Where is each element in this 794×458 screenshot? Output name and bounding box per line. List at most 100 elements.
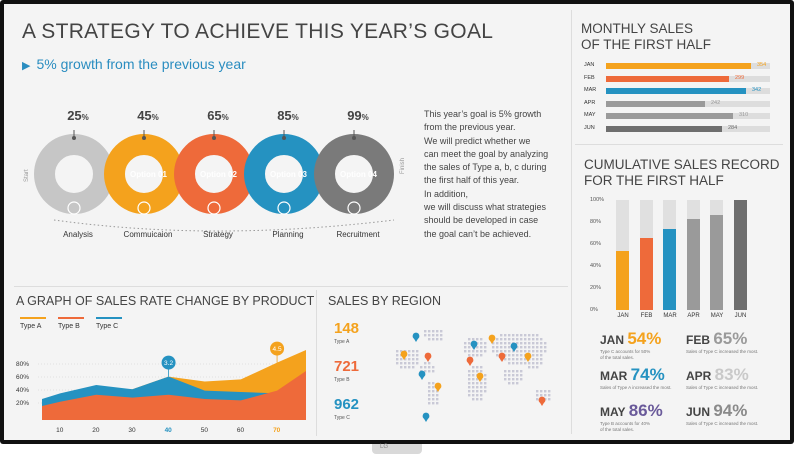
stat-note: Sales of Type C increased the most.	[686, 349, 759, 354]
map-dot	[532, 338, 535, 341]
cumulative-bar-fill	[733, 200, 747, 310]
bar-value: 342	[752, 87, 762, 93]
map-dot	[476, 350, 479, 353]
stage-option: Option 04	[340, 170, 377, 179]
map-dot	[428, 362, 431, 365]
map-dot	[432, 402, 435, 405]
map-dot	[428, 330, 431, 333]
desc-line: We will predict whether we	[424, 135, 531, 146]
map-dot	[412, 362, 415, 365]
map-dot	[484, 374, 487, 377]
desc-line: from the previous year.	[424, 122, 516, 133]
stage-ring	[314, 130, 394, 215]
bar-track	[606, 100, 770, 107]
map-dot	[416, 362, 419, 365]
stage-percent-unit: %	[151, 113, 159, 122]
stat-percent: 74%	[630, 365, 665, 384]
map-dot	[544, 346, 547, 349]
map-dot	[520, 370, 523, 373]
map-dot	[424, 366, 427, 369]
map-dot	[512, 334, 515, 337]
map-dot	[480, 370, 483, 373]
bar-track	[606, 125, 770, 132]
map-dot	[468, 390, 471, 393]
bar-track	[606, 63, 770, 69]
stage-label: Planning	[272, 230, 304, 239]
map-dot	[512, 354, 515, 357]
stage-ring	[104, 130, 184, 215]
map-dot	[464, 342, 467, 345]
monthly-sales-title-1: MONTHLY SALES	[581, 21, 694, 36]
map-dot	[476, 346, 479, 349]
map-dot	[516, 374, 519, 377]
desc-line: the first half of this year.	[424, 175, 520, 186]
map-dot	[528, 362, 531, 365]
y-tick: 80%	[16, 361, 29, 368]
monthly-bar-row: APR 242	[584, 100, 774, 108]
stage-percent-unit: %	[221, 113, 229, 122]
map-dot	[476, 386, 479, 389]
map-dot	[408, 366, 411, 369]
map-dot	[520, 334, 523, 337]
desc-line: should be developed in case	[424, 215, 539, 226]
region-title: SALES BY REGION	[328, 294, 442, 308]
y-tick: 100%	[590, 197, 605, 203]
cumulative-bar-fill	[616, 251, 629, 310]
map-dot	[468, 374, 471, 377]
stage-option: Option 02	[200, 170, 237, 179]
map-dot	[516, 354, 519, 357]
y-tick: 60%	[16, 374, 29, 381]
map-dot	[476, 370, 479, 373]
map-dot	[508, 342, 511, 345]
map-dot	[428, 394, 431, 397]
stat-percent: 54%	[627, 329, 662, 348]
map-dot	[504, 342, 507, 345]
stat-note: Type B accounts for 40%	[600, 421, 651, 426]
map-dot	[472, 354, 475, 357]
map-dot	[520, 374, 523, 377]
month-stat: MAY 86% Type B accounts for 40% of the tot…	[600, 401, 684, 433]
map-dot	[532, 350, 535, 353]
map-dot	[528, 334, 531, 337]
map-dot	[544, 394, 547, 397]
map-dot	[476, 382, 479, 385]
map-dot	[512, 382, 515, 385]
map-dot	[508, 354, 511, 357]
desc-line: This year’s goal is 5% growth	[424, 109, 542, 119]
bar-fill	[606, 88, 746, 94]
map-dot	[508, 370, 511, 373]
stage-percent-value: 99	[347, 108, 362, 123]
stat-line: JAN 54%	[600, 329, 684, 349]
map-dot	[464, 346, 467, 349]
stage-percent: 85%	[268, 108, 308, 123]
map-dot	[432, 330, 435, 333]
stat-month: FEB	[686, 333, 714, 347]
map-dot	[508, 346, 511, 349]
rate-chart: 80% 60% 40% 20% 10 20 30 40 50 60 70 3.2 4.5	[16, 341, 306, 434]
stage-percent: 99%	[338, 108, 378, 123]
map-dot	[484, 386, 487, 389]
x-tick: 60	[237, 427, 245, 434]
rate-chart-title: A GRAPH OF SALES RATE CHANGE BY PRODUCT	[16, 294, 315, 308]
map-dot	[540, 354, 543, 357]
map-dot	[512, 370, 515, 373]
month-label: MAY	[710, 313, 724, 319]
y-tick: 20%	[590, 285, 602, 291]
map-dot	[472, 386, 475, 389]
callout-marker: 3.2	[161, 355, 176, 377]
map-dot	[472, 394, 475, 397]
monthly-sales-title-2: OF THE FIRST HALF	[581, 37, 712, 52]
stage-percent: 45%	[128, 108, 168, 123]
map-dot	[408, 358, 411, 361]
map-dot	[544, 342, 547, 345]
map-dot	[524, 342, 527, 345]
map-dot	[512, 350, 515, 353]
map-dot	[480, 382, 483, 385]
map-dot	[400, 350, 403, 353]
stat-line: JUN 94%	[686, 401, 770, 421]
bar-track	[606, 113, 770, 119]
map-dot	[432, 390, 435, 393]
month-stat: FEB 65% Sales of Type C increased the mos…	[686, 329, 770, 355]
map-dot	[412, 366, 415, 369]
map-dot	[504, 374, 507, 377]
